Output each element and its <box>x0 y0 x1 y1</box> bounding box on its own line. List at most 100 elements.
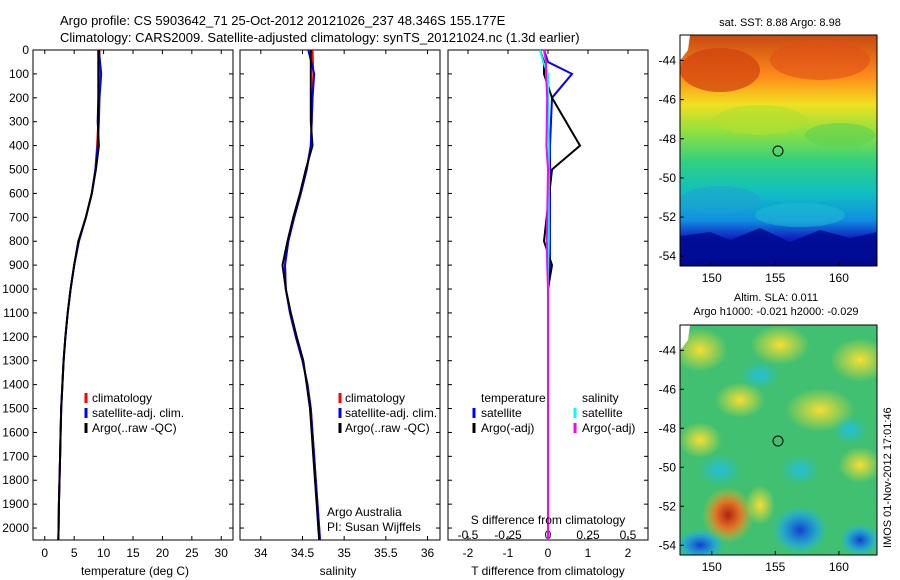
lon-tick-label: 155 <box>765 560 785 574</box>
x-tick-label: 36 <box>421 546 435 560</box>
difference-x-ticks: -2 -1 0 1 2-0.5 -0.25 0 0.25 0.5 <box>458 50 637 560</box>
y-tick-label: 1100 <box>3 306 29 320</box>
x-tick-label: 20 <box>156 546 170 560</box>
salinity-y-ticks <box>240 49 440 529</box>
x-tick-label: -2 <box>463 546 474 560</box>
y-tick-label: 400 <box>9 139 29 153</box>
lon-tick-label: 160 <box>829 560 849 574</box>
sst-map-image <box>680 35 877 266</box>
lat-tick-label: -48 <box>659 421 677 435</box>
difference-series <box>539 49 582 540</box>
difference-legend: temperature satellite Argo(-adj) salinit… <box>472 391 635 435</box>
lat-tick-label: -50 <box>659 460 677 474</box>
lon-tick-label: 155 <box>765 271 785 285</box>
sst-argo-marker <box>772 145 784 157</box>
legend-label-satellite-adj: satellite-adj. clim. <box>345 406 437 420</box>
sst-map-frame <box>679 34 878 267</box>
y-tick-label: 600 <box>9 186 29 200</box>
temperature-plot-area <box>32 49 234 541</box>
y-tick-label: 500 <box>9 163 29 177</box>
y-tick-label: 1700 <box>2 449 29 463</box>
lat-tick-label: -44 <box>659 343 677 357</box>
y-tick-label: 1500 <box>2 402 29 416</box>
sst-lon-ticks: 150 155 160 <box>702 262 849 285</box>
series-line <box>543 49 550 540</box>
legend-label-argo: Argo(..raw -QC) <box>92 421 177 435</box>
x-tick-label: 35.5 <box>374 546 398 560</box>
difference-xlabel: T difference from climatology <box>471 564 625 578</box>
x-tick-label: 35 <box>337 546 351 560</box>
sla-map-frame <box>679 324 878 556</box>
sla-map-image <box>680 325 877 555</box>
x-tick-label: 5 <box>71 546 78 560</box>
y-tick-label: 800 <box>9 234 29 248</box>
x-tick-label: 1 <box>585 546 592 560</box>
imos-timestamp: IMOS 01-Nov-2012 17:01:46 <box>882 407 894 548</box>
y-tick-label: 300 <box>9 115 29 129</box>
salinity-legend: climatology satellite-adj. clim. Argo(..… <box>338 391 437 435</box>
lat-tick-label: -52 <box>659 499 677 513</box>
lat-tick-label: -54 <box>659 538 677 552</box>
sst-map: sat. SST: 8.88 Argo: 8.98 -44 -46 -48 -50 -5… <box>659 17 878 285</box>
lat-tick-label: -48 <box>659 132 677 146</box>
y-tick-label: 1200 <box>2 330 29 344</box>
y-tick-label: 2000 <box>2 521 29 535</box>
y-tick-label: 0 <box>22 43 29 57</box>
y-tick-label: 1600 <box>2 425 29 439</box>
sla-lat-ticks: -44 -46 -48 -50 -52 -54 <box>659 343 684 552</box>
series-line <box>281 50 321 541</box>
legend-head-salinity: salinity <box>582 391 619 405</box>
x-tick-label: -1 <box>503 546 514 560</box>
temperature-xlabel: temperature (deg C) <box>81 564 189 578</box>
sst-lat-ticks: -44 -46 -48 -50 -52 -54 <box>659 53 684 263</box>
legend-label-argo: Argo(..raw -QC) <box>345 421 430 435</box>
y-tick-label: 1900 <box>2 497 29 511</box>
chart-title-line2: Climatology: CARS2009. Satellite-adjuste… <box>60 30 580 45</box>
x-top-tick-label: 0.5 <box>620 528 637 542</box>
depth-axis-ticks: 0 100 200 300 400 500 600 700 800 900 1000 1100 1200… <box>2 43 233 535</box>
x-tick-label: 34.5 <box>291 546 315 560</box>
y-tick-label: 1400 <box>2 378 29 392</box>
y-tick-label: 1300 <box>2 354 29 368</box>
x-tick-label: 0 <box>545 546 552 560</box>
legend-label-temp-satellite: satellite <box>481 406 522 420</box>
x-tick-label: 34 <box>254 546 268 560</box>
lat-tick-label: -52 <box>659 210 677 224</box>
salinity-xlabel: salinity <box>320 564 357 578</box>
lat-tick-label: -44 <box>659 53 677 67</box>
legend-label-satellite-adj: satellite-adj. clim. <box>92 406 184 420</box>
sla-argo-marker <box>772 435 784 447</box>
sla-map: Altim. SLA: 0.011 Argo h1000: -0.021 h20… <box>659 292 878 574</box>
x-tick-label: 10 <box>97 546 111 560</box>
lat-tick-label: -46 <box>659 93 677 107</box>
x-top-tick-label: 0.25 <box>576 528 600 542</box>
y-tick-label: 700 <box>9 210 29 224</box>
chart-title-line1: Argo profile: CS 5903642_71 25-Oct-2012 … <box>60 13 506 28</box>
x-tick-label: 0 <box>41 546 48 560</box>
x-tick-label: 15 <box>126 546 140 560</box>
y-tick-label: 900 <box>9 258 29 272</box>
temperature-panel: 0100200300400500600700800900100011001200… <box>2 43 234 578</box>
x-tick-label: 25 <box>185 546 199 560</box>
x-top-tick-label: -0.25 <box>494 528 522 542</box>
difference-panel: -2 -1 0 1 2-0.5 -0.25 0 0.25 0.5 temperature sat… <box>447 49 649 578</box>
lat-tick-label: -50 <box>659 171 677 185</box>
credit-line1: Argo Australia <box>327 505 402 519</box>
y-tick-label: 1800 <box>2 473 29 487</box>
y-tick-label: 200 <box>9 91 29 105</box>
sla-map-title2: Argo h1000: -0.021 h2000: -0.029 <box>693 306 858 318</box>
legend-label-climatology: climatology <box>345 391 405 405</box>
lat-tick-label: -54 <box>659 249 677 263</box>
salinity-panel: 34 34.5 35 35.5 36 climatology satellite-adj… <box>239 49 441 578</box>
temperature-legend: climatology satellite-adj. clim. Argo(..… <box>84 391 184 435</box>
legend-head-temperature: temperature <box>481 391 546 405</box>
temperature-x-ticks: 0 5 10 15 20 25 30 <box>41 50 228 560</box>
lon-tick-label: 160 <box>829 271 849 285</box>
y-tick-label: 1000 <box>2 282 29 296</box>
temperature-series <box>57 49 103 541</box>
legend-label-climatology: climatology <box>92 391 152 405</box>
lon-tick-label: 150 <box>702 271 722 285</box>
sst-map-title: sat. SST: 8.88 Argo: 8.98 <box>719 17 841 29</box>
lat-tick-label: -46 <box>659 382 677 396</box>
